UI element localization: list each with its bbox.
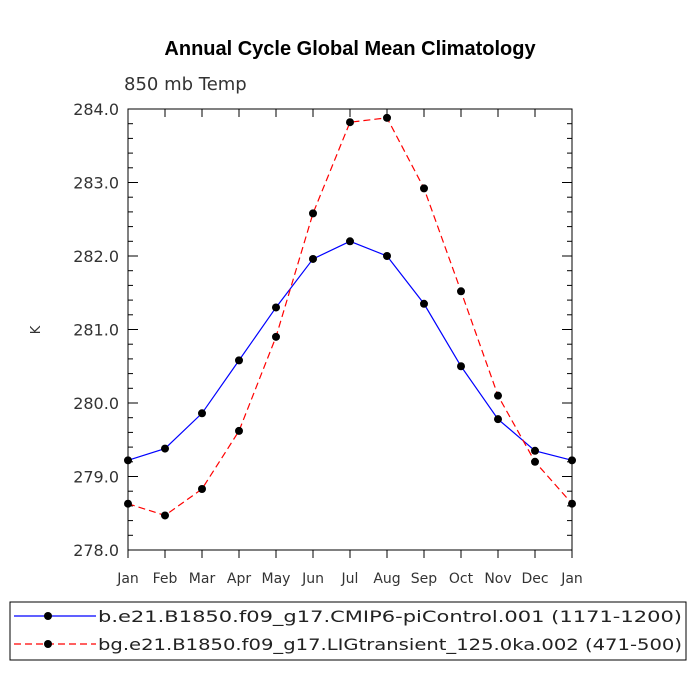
- data-point-series-1: [457, 362, 465, 371]
- legend: b.e21.B1850.f09_g17.CMIP6-piControl.001 …: [14, 607, 682, 655]
- y-tick-label: 283.0: [73, 174, 119, 193]
- x-tick-label: Jan: [116, 571, 139, 587]
- series-group: [124, 113, 576, 520]
- data-point-series-1: [346, 237, 354, 246]
- y-tick-label: 281.0: [73, 321, 119, 340]
- data-point-series-1: [568, 456, 576, 465]
- x-tick-label: Sep: [411, 571, 438, 587]
- y-ticks: 278.0 279.0 280.0 281.0 282.0 283.0 284.0: [73, 100, 572, 560]
- data-point-series-1: [531, 446, 539, 455]
- y-tick-label: 282.0: [73, 247, 119, 266]
- data-point-series-2: [161, 511, 169, 520]
- chart-subtitle: 850 mb Temp: [124, 74, 247, 95]
- x-tick-label: Jun: [301, 571, 324, 587]
- data-point-series-1: [198, 409, 206, 418]
- legend-box: [9, 601, 687, 661]
- chart-title: Annual Cycle Global Mean Climatology: [164, 38, 536, 60]
- series-line-1: [127, 240, 573, 461]
- x-tick-label: Apr: [227, 571, 251, 587]
- data-point-series-2: [531, 457, 539, 466]
- legend-marker-2: [44, 640, 52, 648]
- data-point-series-1: [420, 299, 428, 308]
- y-tick-label: 284.0: [73, 100, 119, 119]
- data-point-series-1: [494, 415, 502, 424]
- data-point-series-2: [272, 332, 280, 341]
- x-ticks: Jan Feb Mar Apr May Jun Jul Aug Sep Oct Nov Dec Jan: [116, 109, 583, 587]
- data-point-series-2: [198, 484, 206, 493]
- legend-marker-1: [44, 612, 52, 620]
- data-point-series-2: [124, 499, 132, 508]
- data-point-series-2: [309, 209, 317, 218]
- plot-frame: [127, 108, 573, 551]
- data-point-series-2: [383, 113, 391, 122]
- data-point-series-1: [161, 444, 169, 453]
- y-tick-label: 280.0: [73, 394, 119, 413]
- data-point-series-2: [457, 287, 465, 296]
- legend-label-1: b.e21.B1850.f09_g17.CMIP6-piControl.001 …: [98, 607, 682, 627]
- series-line-2: [127, 117, 573, 517]
- data-point-series-2: [346, 118, 354, 127]
- y-tick-label: 278.0: [73, 541, 119, 560]
- data-point-series-1: [235, 356, 243, 365]
- legend-label-2: bg.e21.B1850.f09_g17.LIGtransient_125.0k…: [98, 635, 682, 655]
- x-tick-label: Mar: [189, 571, 216, 587]
- data-point-series-1: [383, 252, 391, 260]
- x-tick-label: Jan: [560, 571, 583, 587]
- x-tick-label: May: [262, 571, 291, 587]
- x-tick-label: Oct: [449, 571, 474, 587]
- data-point-series-2: [235, 426, 243, 435]
- data-point-series-2: [420, 184, 428, 193]
- data-point-series-2: [568, 499, 576, 508]
- data-point-series-2: [494, 391, 502, 400]
- x-tick-label: Aug: [373, 571, 400, 587]
- x-tick-label: Jul: [341, 571, 359, 587]
- x-tick-label: Nov: [484, 571, 511, 587]
- x-tick-label: Feb: [153, 571, 178, 587]
- y-tick-label: 279.0: [73, 468, 119, 487]
- data-point-series-1: [309, 254, 317, 263]
- data-point-series-1: [272, 303, 280, 312]
- x-tick-label: Dec: [521, 571, 548, 587]
- data-point-series-1: [124, 456, 132, 465]
- y-axis-label: K: [29, 325, 44, 334]
